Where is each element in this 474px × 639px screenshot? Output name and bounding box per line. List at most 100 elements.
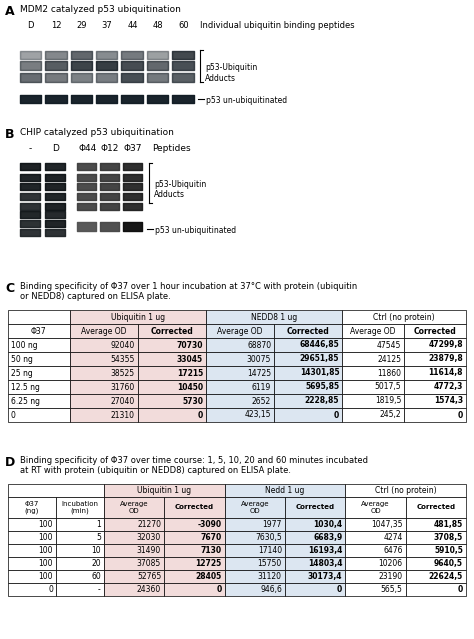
Text: 22624,5: 22624,5 xyxy=(429,572,463,581)
Bar xyxy=(404,338,466,352)
Bar xyxy=(138,324,206,338)
Text: 20: 20 xyxy=(91,558,101,568)
Bar xyxy=(345,531,406,544)
Bar xyxy=(56,583,104,596)
Text: 52765: 52765 xyxy=(137,572,161,581)
Bar xyxy=(225,583,285,596)
Bar xyxy=(345,583,406,596)
Bar xyxy=(404,408,466,422)
Text: 5695,85: 5695,85 xyxy=(305,383,339,392)
Text: 10450: 10450 xyxy=(177,383,203,392)
Text: D: D xyxy=(52,144,59,153)
Text: NEDD8 1 ug: NEDD8 1 ug xyxy=(251,312,297,321)
Bar xyxy=(70,408,138,422)
Text: 70730: 70730 xyxy=(177,341,203,350)
Bar xyxy=(138,352,206,366)
Bar xyxy=(56,531,104,544)
Bar xyxy=(406,544,466,557)
Text: 100: 100 xyxy=(38,520,53,529)
Bar xyxy=(104,583,164,596)
Text: 0: 0 xyxy=(458,585,463,594)
Text: Average
OD: Average OD xyxy=(361,501,390,514)
Bar xyxy=(285,518,345,531)
Bar xyxy=(345,484,466,497)
Bar xyxy=(274,324,342,338)
Bar xyxy=(206,352,274,366)
Bar xyxy=(206,366,274,380)
Text: 7630,5: 7630,5 xyxy=(255,533,282,542)
Text: 4274: 4274 xyxy=(383,533,402,542)
Text: 1574,3: 1574,3 xyxy=(434,397,463,406)
Text: 481,85: 481,85 xyxy=(434,520,463,529)
Text: 27040: 27040 xyxy=(111,397,135,406)
Bar xyxy=(404,366,466,380)
Text: 68870: 68870 xyxy=(247,341,271,350)
Text: C: C xyxy=(5,282,14,295)
Bar xyxy=(285,557,345,570)
Text: 0: 0 xyxy=(458,410,463,419)
Bar xyxy=(342,380,404,394)
Text: Average OD: Average OD xyxy=(81,327,127,335)
Bar xyxy=(8,497,56,518)
Text: 100: 100 xyxy=(38,546,53,555)
Text: Individual ubiquitin binding peptides: Individual ubiquitin binding peptides xyxy=(200,21,355,30)
Text: Ctrl (no protein): Ctrl (no protein) xyxy=(374,312,435,321)
Text: 48: 48 xyxy=(153,21,163,30)
Text: Ubiquitin 1 ug: Ubiquitin 1 ug xyxy=(111,312,165,321)
Bar xyxy=(8,531,56,544)
Bar xyxy=(206,394,274,408)
Bar xyxy=(104,544,164,557)
Bar xyxy=(285,497,345,518)
Text: Φ12: Φ12 xyxy=(101,144,119,153)
Text: 31120: 31120 xyxy=(258,572,282,581)
Text: 14725: 14725 xyxy=(247,369,271,378)
Text: 12725: 12725 xyxy=(195,558,221,568)
Bar xyxy=(164,570,225,583)
Bar xyxy=(164,557,225,570)
Bar xyxy=(225,544,285,557)
Text: 11860: 11860 xyxy=(377,369,401,378)
Text: 7670: 7670 xyxy=(200,533,221,542)
Text: 0: 0 xyxy=(337,585,342,594)
Text: -: - xyxy=(29,144,32,153)
Text: Φ37: Φ37 xyxy=(31,327,47,335)
Text: 3708,5: 3708,5 xyxy=(434,533,463,542)
Text: D: D xyxy=(5,456,15,469)
Text: 5910,5: 5910,5 xyxy=(434,546,463,555)
Text: Φ44: Φ44 xyxy=(78,144,96,153)
Text: 25 ng: 25 ng xyxy=(11,369,33,378)
Text: 54355: 54355 xyxy=(110,355,135,364)
Bar xyxy=(164,583,225,596)
Text: 47545: 47545 xyxy=(377,341,401,350)
Text: Corrected: Corrected xyxy=(295,504,335,511)
Text: 60: 60 xyxy=(178,21,189,30)
Bar xyxy=(342,394,404,408)
Bar xyxy=(8,394,70,408)
Text: 2228,85: 2228,85 xyxy=(305,397,339,406)
Bar xyxy=(206,408,274,422)
Text: 0: 0 xyxy=(334,410,339,419)
Bar xyxy=(404,324,466,338)
Text: 1: 1 xyxy=(96,520,101,529)
Text: p53 un-ubiquitinated: p53 un-ubiquitinated xyxy=(155,226,236,235)
Text: 37085: 37085 xyxy=(137,558,161,568)
Text: 1047,35: 1047,35 xyxy=(371,520,402,529)
Bar xyxy=(342,352,404,366)
Text: Nedd 1 ug: Nedd 1 ug xyxy=(265,486,305,495)
Bar xyxy=(404,352,466,366)
Bar xyxy=(164,544,225,557)
Bar xyxy=(342,310,466,324)
Text: 24360: 24360 xyxy=(137,585,161,594)
Text: 29: 29 xyxy=(76,21,87,30)
Text: 10206: 10206 xyxy=(379,558,402,568)
Text: 60: 60 xyxy=(91,572,101,581)
Text: p53-Ubiquitin
Adducts: p53-Ubiquitin Adducts xyxy=(154,180,206,199)
Text: -: - xyxy=(98,585,101,594)
Text: 6119: 6119 xyxy=(252,383,271,392)
Bar xyxy=(342,408,404,422)
Text: 1977: 1977 xyxy=(263,520,282,529)
Bar xyxy=(70,380,138,394)
Bar xyxy=(70,366,138,380)
Bar xyxy=(138,394,206,408)
Bar xyxy=(56,557,104,570)
